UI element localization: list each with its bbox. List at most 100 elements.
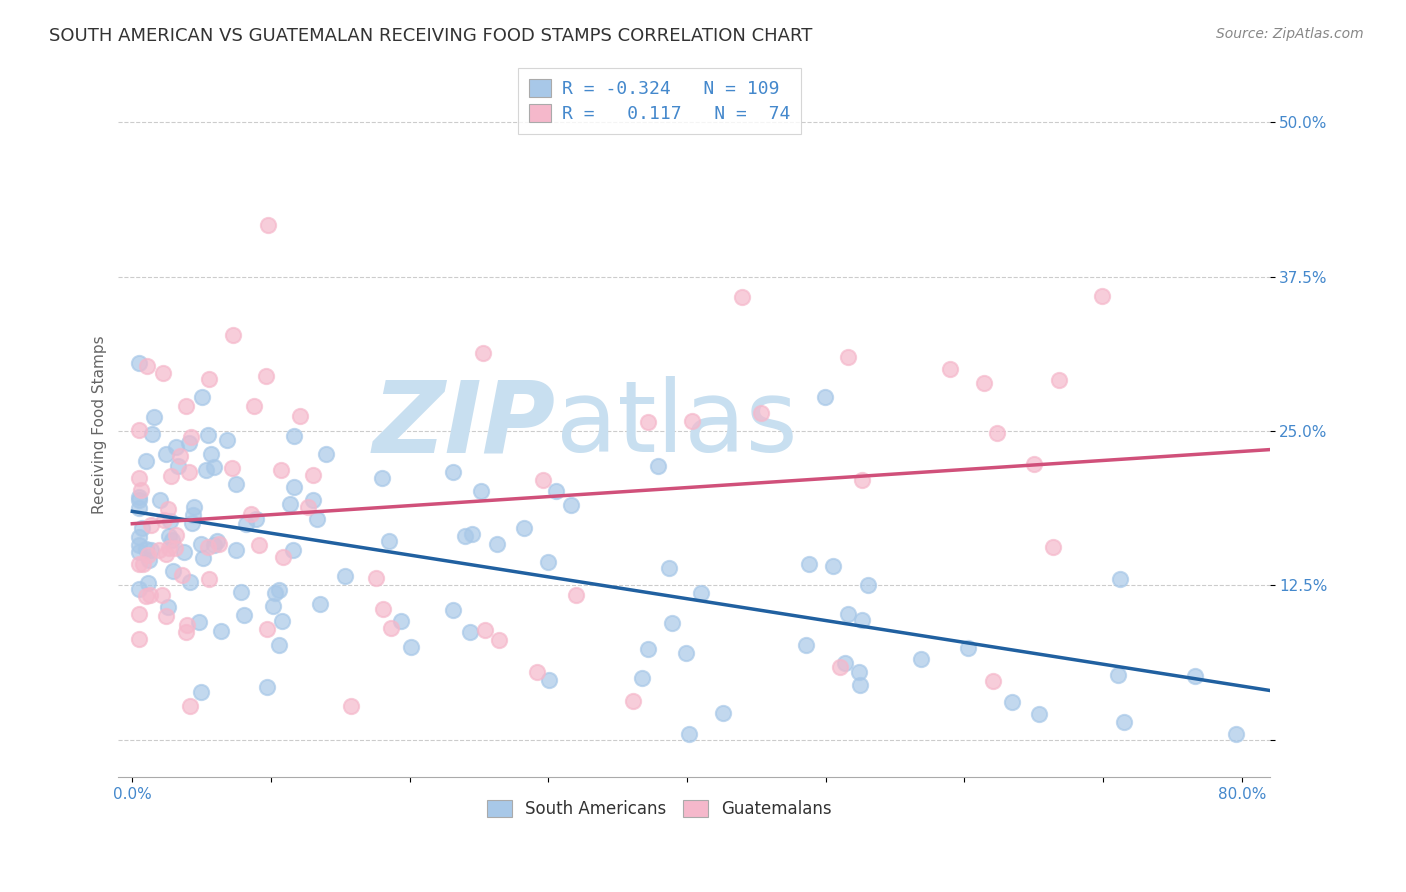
Point bbox=[1022, 457, 1045, 471]
Point bbox=[749, 406, 772, 420]
Legend: South Americans, Guatemalans: South Americans, Guatemalans bbox=[481, 793, 839, 825]
Point bbox=[148, 542, 170, 557]
Point bbox=[247, 538, 270, 552]
Point bbox=[461, 527, 484, 541]
Point bbox=[225, 543, 247, 558]
Point bbox=[229, 585, 252, 599]
Point bbox=[302, 492, 325, 507]
Point bbox=[794, 638, 817, 652]
Point bbox=[254, 368, 277, 383]
Point bbox=[1047, 373, 1070, 387]
Point bbox=[221, 461, 243, 475]
Text: Source: ZipAtlas.com: Source: ZipAtlas.com bbox=[1216, 27, 1364, 41]
Point bbox=[380, 622, 402, 636]
Point bbox=[173, 545, 195, 559]
Point bbox=[157, 502, 180, 516]
Point bbox=[181, 516, 204, 531]
Point bbox=[139, 588, 162, 602]
Point bbox=[837, 350, 859, 364]
Point bbox=[315, 447, 337, 461]
Point bbox=[267, 638, 290, 652]
Point bbox=[149, 493, 172, 508]
Point bbox=[155, 609, 177, 624]
Point bbox=[681, 414, 703, 428]
Point bbox=[198, 572, 221, 586]
Point bbox=[256, 680, 278, 694]
Point bbox=[128, 544, 150, 558]
Point bbox=[128, 471, 150, 485]
Point bbox=[488, 632, 510, 647]
Point bbox=[389, 614, 412, 628]
Point bbox=[170, 567, 193, 582]
Point bbox=[135, 359, 157, 373]
Point bbox=[135, 541, 157, 556]
Point bbox=[195, 463, 218, 477]
Point bbox=[155, 547, 177, 561]
Point bbox=[128, 356, 150, 370]
Point bbox=[454, 529, 477, 543]
Point bbox=[128, 423, 150, 437]
Point bbox=[256, 622, 278, 636]
Point bbox=[135, 454, 157, 468]
Point bbox=[139, 517, 162, 532]
Point bbox=[169, 449, 191, 463]
Point bbox=[128, 538, 150, 552]
Point bbox=[163, 541, 186, 555]
Point bbox=[799, 558, 821, 572]
Point bbox=[128, 530, 150, 544]
Point bbox=[215, 433, 238, 447]
Point bbox=[179, 575, 201, 590]
Point bbox=[262, 599, 284, 614]
Point bbox=[470, 483, 492, 498]
Point bbox=[1042, 541, 1064, 555]
Point bbox=[159, 469, 181, 483]
Text: SOUTH AMERICAN VS GUATEMALAN RECEIVING FOOD STAMPS CORRELATION CHART: SOUTH AMERICAN VS GUATEMALAN RECEIVING F… bbox=[49, 27, 813, 45]
Point bbox=[191, 390, 214, 404]
Point bbox=[939, 362, 962, 376]
Point bbox=[139, 543, 162, 558]
Point bbox=[297, 500, 319, 514]
Point bbox=[537, 555, 560, 569]
Point bbox=[129, 483, 152, 497]
Point bbox=[399, 640, 422, 654]
Point bbox=[138, 575, 160, 590]
Point bbox=[225, 477, 247, 491]
Point bbox=[560, 498, 582, 512]
Point bbox=[221, 327, 243, 342]
Point bbox=[981, 674, 1004, 689]
Point bbox=[837, 607, 859, 621]
Point bbox=[174, 399, 197, 413]
Point bbox=[141, 427, 163, 442]
Point bbox=[309, 598, 332, 612]
Point bbox=[333, 569, 356, 583]
Point bbox=[179, 699, 201, 714]
Point bbox=[160, 533, 183, 547]
Point bbox=[153, 513, 176, 527]
Point bbox=[848, 665, 870, 680]
Point bbox=[136, 548, 159, 562]
Point bbox=[830, 660, 852, 674]
Point bbox=[128, 607, 150, 622]
Point bbox=[263, 586, 285, 600]
Point bbox=[181, 508, 204, 522]
Point bbox=[270, 614, 292, 628]
Point bbox=[271, 550, 294, 565]
Point bbox=[730, 290, 752, 304]
Point bbox=[197, 540, 219, 554]
Point bbox=[143, 410, 166, 425]
Point bbox=[183, 500, 205, 514]
Point bbox=[162, 564, 184, 578]
Point bbox=[1225, 726, 1247, 740]
Point bbox=[131, 521, 153, 535]
Point bbox=[179, 465, 201, 479]
Point bbox=[565, 588, 588, 602]
Point bbox=[1028, 706, 1050, 721]
Point bbox=[283, 479, 305, 493]
Point bbox=[166, 459, 188, 474]
Point bbox=[233, 607, 256, 622]
Point bbox=[340, 699, 363, 714]
Point bbox=[675, 646, 697, 660]
Point bbox=[128, 493, 150, 508]
Point bbox=[157, 600, 180, 615]
Point bbox=[973, 376, 995, 390]
